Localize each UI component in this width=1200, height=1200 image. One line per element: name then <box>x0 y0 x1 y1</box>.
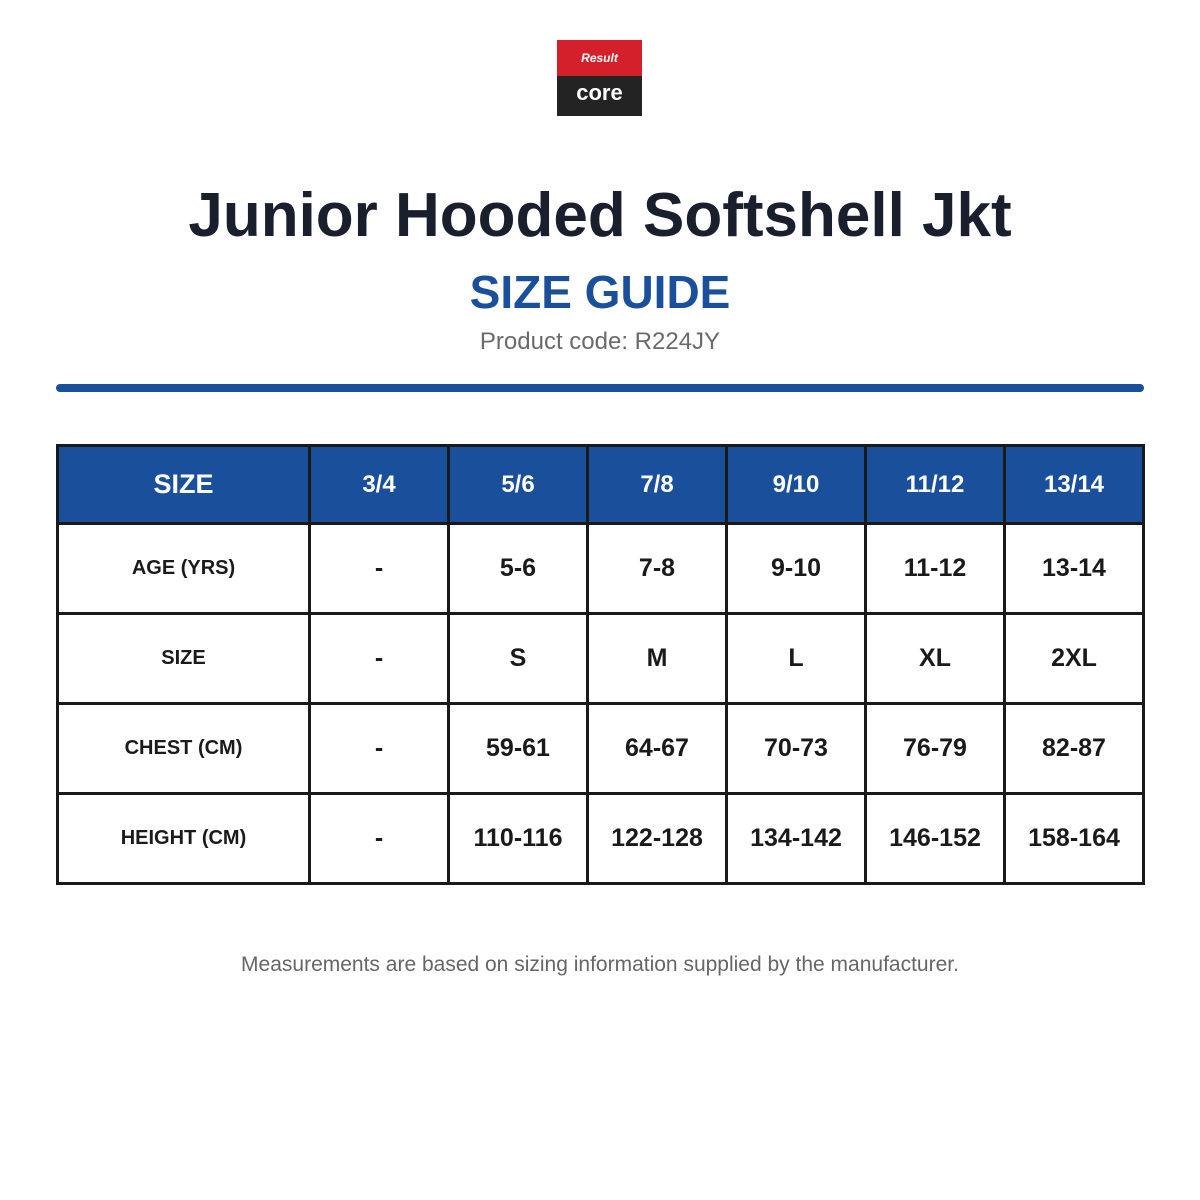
table-cell: 64-67 <box>586 702 728 795</box>
table-cell: 70-73 <box>725 702 867 795</box>
table-cell: 76-79 <box>864 702 1006 795</box>
table-cell: 13-14 <box>1003 522 1145 615</box>
title: Junior Hooded Softshell Jkt <box>188 181 1012 250</box>
table-cell: 9-10 <box>725 522 867 615</box>
table-cell: S <box>447 612 589 705</box>
table-cell: 5-6 <box>447 522 589 615</box>
table-body: AGE (YRS) -5-6 7-8 9-10 11-12 13-14 SIZE - S M L XL… <box>56 522 1145 885</box>
header-row: SIZE 3/4 5/6 7/8 9/10 11/12 13/14 <box>56 444 1145 525</box>
table-row: SIZE - S M L XL 2XL <box>56 612 1145 705</box>
logo-top: Result <box>557 40 642 76</box>
table-cell: XL <box>864 612 1006 705</box>
table-row: HEIGHT (CM) -110-116 122-128 134-142 146-152… <box>56 792 1145 885</box>
table-cell: - <box>308 612 450 705</box>
row-label: AGE (YRS) <box>56 522 311 615</box>
table-row: AGE (YRS) -5-6 7-8 9-10 11-12 13-14 <box>56 522 1145 615</box>
row-label: HEIGHT (CM) <box>56 792 311 885</box>
header-cell: 13/14 <box>1003 444 1145 525</box>
size-table: SIZE 3/4 5/6 7/8 9/10 11/12 13/14 AGE (YRS) -5-6… <box>56 444 1145 885</box>
header-cell: 3/4 <box>308 444 450 525</box>
subtitle: SIZE GUIDE <box>469 266 731 318</box>
header-cell: 7/8 <box>586 444 728 525</box>
table-cell: 59-61 <box>447 702 589 795</box>
table-cell: - <box>308 702 450 795</box>
row-label: CHEST (CM) <box>56 702 311 795</box>
logo-bottom: core <box>557 76 642 116</box>
table-cell: - <box>308 522 450 615</box>
product-code: Product code: R224JY <box>479 328 721 355</box>
table-cell: - <box>308 792 450 885</box>
table-cell: L <box>725 612 867 705</box>
table-cell: M <box>586 612 728 705</box>
row-label: SIZE <box>56 612 311 705</box>
table-head: SIZE 3/4 5/6 7/8 9/10 11/12 13/14 <box>56 444 1145 525</box>
table-cell: 110-116 <box>447 792 589 885</box>
table-cell: 11-12 <box>864 522 1006 615</box>
header-cell: 11/12 <box>864 444 1006 525</box>
table-cell: 158-164 <box>1003 792 1145 885</box>
table-cell: 82-87 <box>1003 702 1145 795</box>
header-cell: 5/6 <box>447 444 589 525</box>
table-cell: 122-128 <box>586 792 728 885</box>
divider <box>56 384 1144 392</box>
table-cell: 7-8 <box>586 522 728 615</box>
header-cell: SIZE <box>56 444 311 525</box>
header-cell: 9/10 <box>725 444 867 525</box>
table-row: CHEST (CM) -59-61 64-67 70-73 76-79 82-87 <box>56 702 1145 795</box>
table-cell: 146-152 <box>864 792 1006 885</box>
table-cell: 134-142 <box>725 792 867 885</box>
footer-note: Measurements are based on sizing informa… <box>241 953 959 976</box>
logo: Result core <box>557 40 642 116</box>
table-cell: 2XL <box>1003 612 1145 705</box>
